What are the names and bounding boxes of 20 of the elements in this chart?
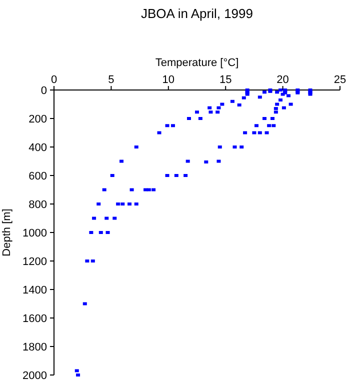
x-tick-label: 10	[162, 74, 175, 86]
y-tick-label: 400	[28, 142, 47, 154]
x-tick-label: 0	[50, 74, 58, 86]
x-tick-label: 25	[334, 74, 346, 86]
y-tick-label: 0	[40, 85, 47, 97]
chart-title: JBOA in April, 1999	[140, 6, 254, 21]
y-tick-label: 600	[28, 170, 47, 182]
x-axis-title: Temperature [°C]	[155, 57, 239, 69]
y-tick-label: 2000	[22, 370, 47, 382]
x-tick-label: 20	[276, 74, 289, 86]
y-tick-label: 1400	[22, 284, 47, 296]
x-tick-label: 15	[219, 74, 232, 86]
y-tick-label: 1200	[22, 256, 47, 268]
y-tick-label: 1800	[22, 342, 47, 354]
y-tick-label: 1000	[22, 228, 47, 240]
y-axis-title: Depth [m]	[1, 208, 13, 256]
x-tick-label: 5	[108, 74, 114, 86]
y-tick-label: 200	[28, 114, 47, 126]
y-tick-label: 1600	[22, 313, 47, 325]
y-tick-label: 800	[28, 199, 47, 211]
